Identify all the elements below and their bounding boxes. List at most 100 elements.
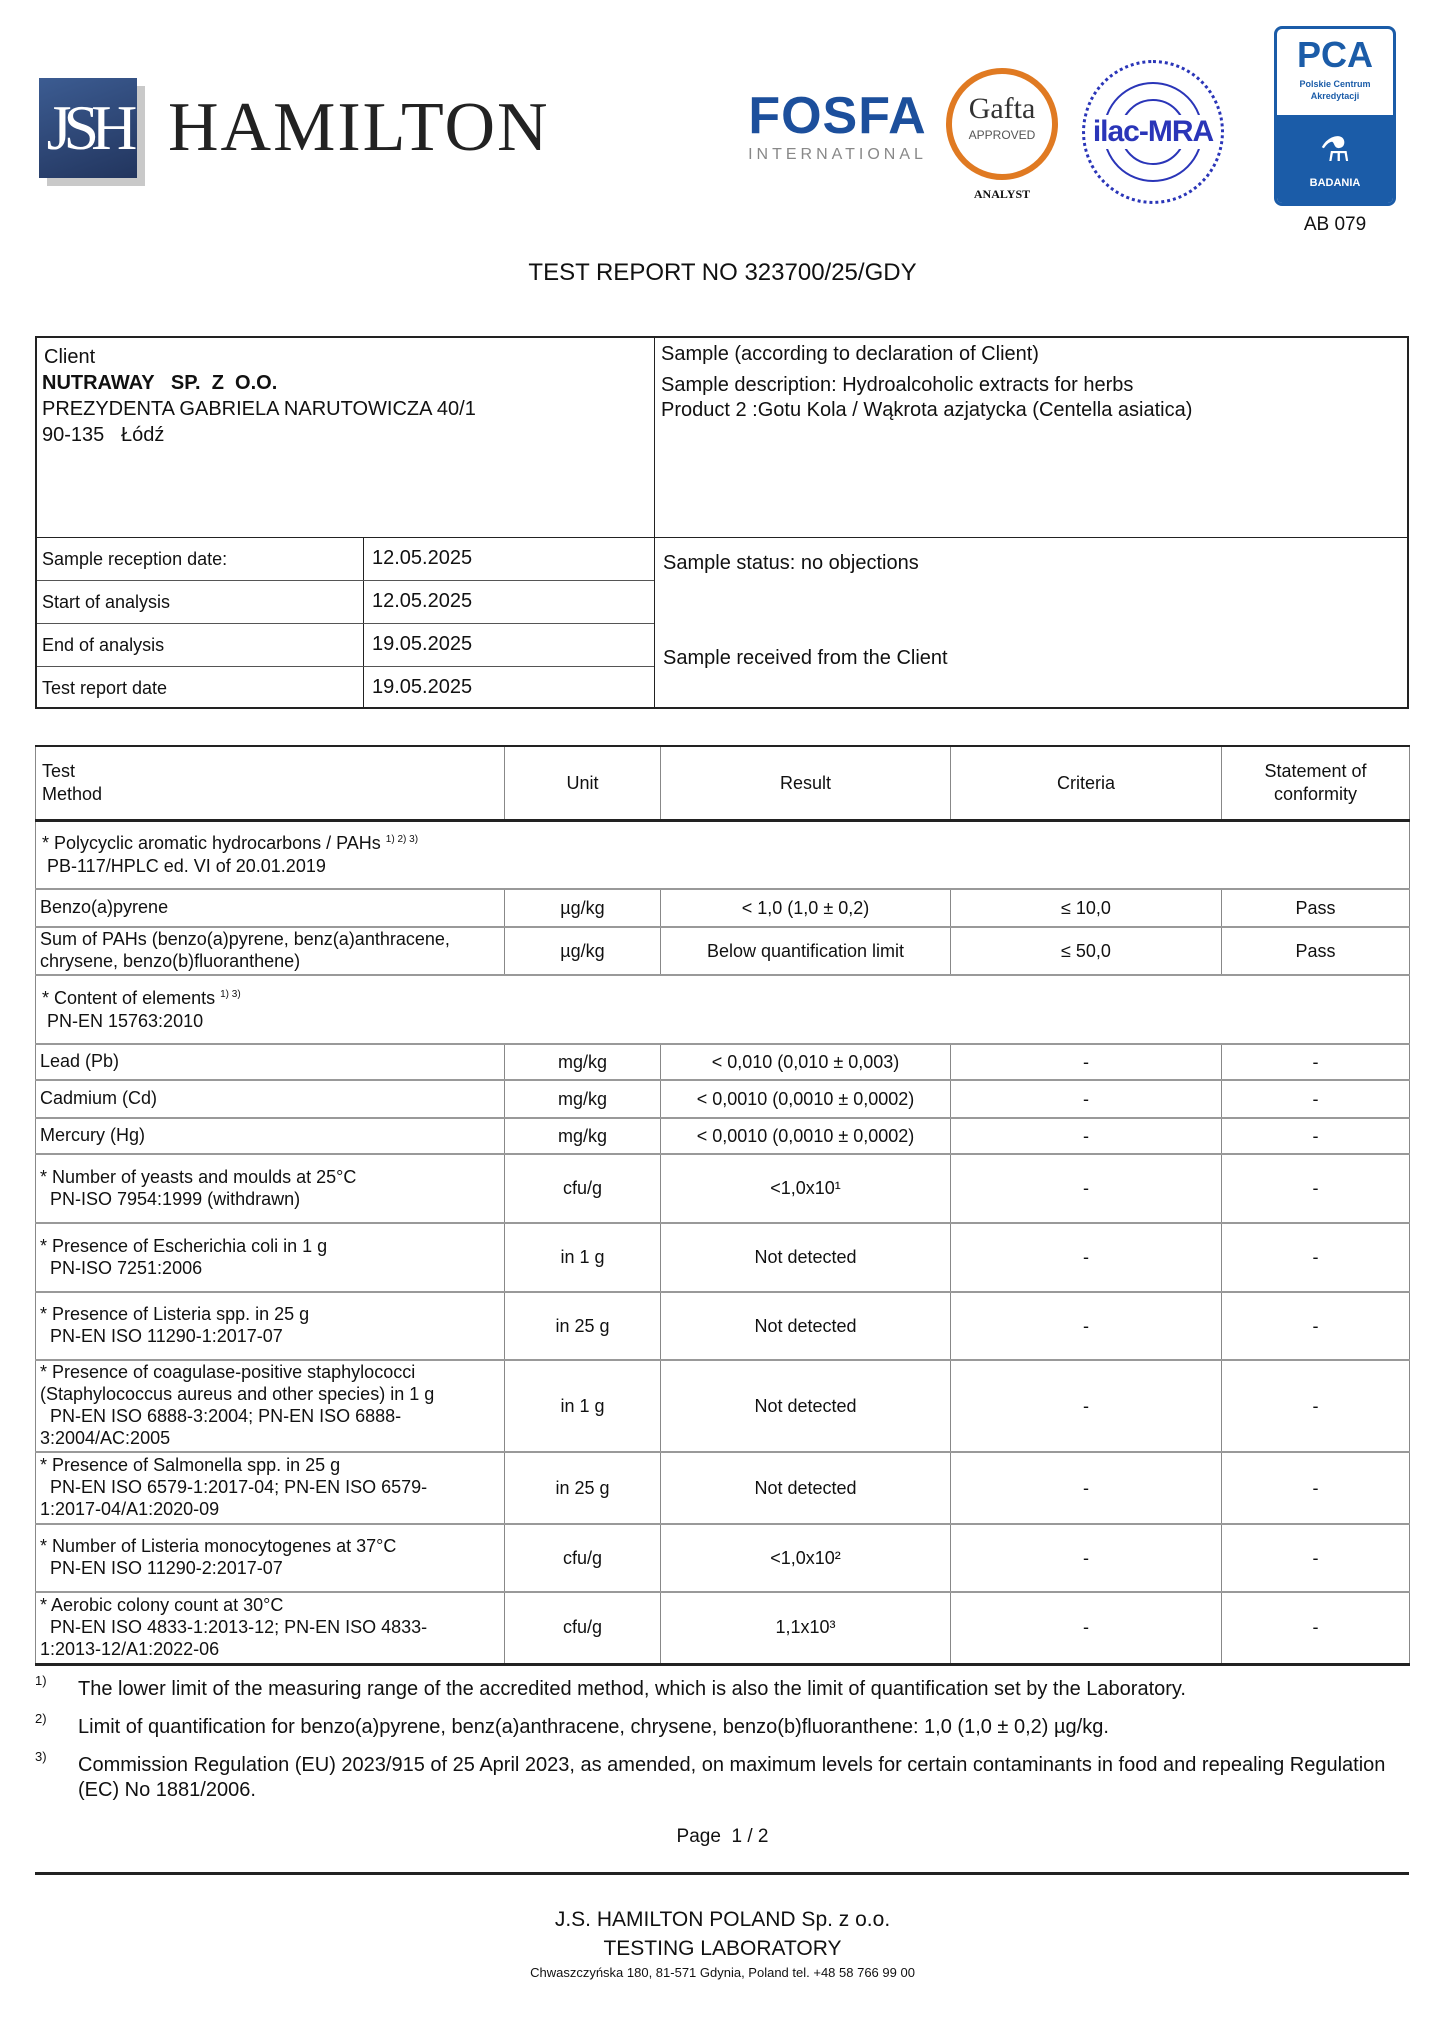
test-line: * Presence of Escherichia coli in 1 g — [40, 1235, 328, 1256]
test-line: 1:2013-12/A1:2022-06 — [40, 1638, 220, 1659]
cell-unit: mg/kg — [504, 1080, 661, 1119]
cell-conformity: - — [1221, 1118, 1410, 1155]
date-value: 12.05.2025 — [372, 547, 473, 569]
pca-badania: BADANIA — [1309, 177, 1361, 189]
test-line: Sum of PAHs (benzo(a)pyrene, benz(a)anth… — [40, 929, 450, 950]
date-value: 19.05.2025 — [372, 676, 473, 698]
test-name: Mercury (Hg) — [35, 1118, 505, 1155]
cell-conformity: - — [1221, 1044, 1410, 1081]
group-title: * Content of elements 1) 3) PN-EN 15763:2… — [35, 975, 1410, 1045]
client-name: NUTRAWAY SP. Z O.O. — [42, 372, 278, 394]
cell-criteria: - — [950, 1223, 1222, 1293]
cell-unit: in 25 g — [504, 1452, 661, 1525]
sample-description: Sample description: Hydroalcoholic extra… — [661, 374, 1134, 396]
cell-result: < 0,0010 (0,0010 ± 0,0002) — [660, 1080, 951, 1119]
fosfa-sub: INTERNATIONAL — [748, 146, 927, 163]
footnote: 3) Commission Regulation (EU) 2023/915 of… — [35, 1749, 1386, 1801]
test-name: Benzo(a)pyrene — [35, 889, 505, 928]
cell-conformity: Pass — [1221, 927, 1410, 976]
footnotes: 1) The lower limit of the measuring range… — [35, 1673, 1409, 1816]
pca-name: PCA — [1296, 34, 1373, 75]
test-name: Lead (Pb) — [35, 1044, 505, 1081]
test-line: * Aerobic colony count at 30°C — [40, 1594, 284, 1615]
test-line: 3:2004/AC:2005 — [40, 1427, 171, 1448]
client-address-line2: 90-135 Łódź — [42, 424, 165, 446]
header-conformity: Statement of conformity — [1221, 745, 1410, 822]
test-line: chrysene, benzo(b)fluoranthene) — [40, 951, 301, 971]
pca-sub2: Akredytacji — [1310, 90, 1360, 101]
hamilton-logo-monogram: JSH — [39, 78, 137, 178]
table-group-row: * Content of elements 1) 3) PN-EN 15763:2… — [35, 975, 1410, 1045]
cell-unit: cfu/g — [504, 1592, 661, 1666]
cell-criteria: - — [950, 1452, 1222, 1525]
gafta-analyst: ANALYST — [973, 187, 1031, 201]
test-name: * Presence of coagulase-positive staphyl… — [35, 1360, 505, 1453]
date-label: Test report date — [42, 678, 168, 698]
cell-conformity: - — [1221, 1592, 1410, 1666]
cell-criteria: ≤ 50,0 — [950, 927, 1222, 976]
cell-criteria: - — [950, 1080, 1222, 1119]
fosfa-logo: FOSFA INTERNATIONAL — [745, 90, 930, 164]
test-line: PN-EN ISO 6579-1:2017-04; PN-EN ISO 6579… — [40, 1477, 428, 1498]
test-line: * Presence of Salmonella spp. in 25 g — [40, 1455, 341, 1476]
fosfa-name: FOSFA — [748, 87, 927, 145]
test-line: Cadmium (Cd) — [40, 1088, 158, 1109]
test-name: * Presence of Escherichia coli in 1 g PN… — [35, 1223, 505, 1293]
group-name: * Polycyclic aromatic hydrocarbons / PAH… — [42, 833, 381, 854]
test-line: * Number of Listeria monocytogenes at 37… — [40, 1536, 397, 1557]
cell-criteria: - — [950, 1044, 1222, 1081]
hamilton-logo-text: HAMILTON — [168, 89, 550, 166]
date-value: 12.05.2025 — [372, 590, 473, 612]
cell-result: < 1,0 (1,0 ± 0,2) — [660, 889, 951, 928]
test-line: * Presence of coagulase-positive staphyl… — [40, 1362, 416, 1383]
table-row: * Number of yeasts and moulds at 25°C PN… — [35, 1154, 1410, 1224]
cell-result: <1,0x10² — [660, 1524, 951, 1593]
cell-unit: µg/kg — [504, 927, 661, 976]
group-name: * Content of elements — [42, 988, 216, 1008]
pca-logo: PCA Polskie Centrum Akredytacji ⚗ BADANIA — [1274, 26, 1396, 206]
test-name: * Presence of Listeria spp. in 25 g PN-E… — [35, 1292, 505, 1361]
ilac-text: ilac-MRA — [1092, 115, 1214, 149]
cell-unit: mg/kg — [504, 1118, 661, 1155]
pca-sub1: Polskie Centrum — [1299, 79, 1371, 89]
footnote: 1) The lower limit of the measuring range… — [35, 1673, 1186, 1700]
cell-criteria: - — [950, 1524, 1222, 1593]
sample-heading: Sample (according to declaration of Clie… — [661, 343, 1039, 365]
cell-result: Not detected — [660, 1292, 951, 1361]
header-result: Result — [660, 745, 951, 822]
test-name: * Aerobic colony count at 30°C PN-EN ISO… — [35, 1592, 505, 1666]
cell-criteria: - — [950, 1154, 1222, 1224]
gafta-logo: Gafta APPROVED — [946, 68, 1058, 180]
date-value: 19.05.2025 — [372, 633, 473, 655]
test-line: (Staphylococcus aureus and other species… — [40, 1384, 435, 1405]
table-row: * Presence of Salmonella spp. in 25 g PN… — [35, 1452, 1410, 1525]
sample-status: Sample status: no objections — [663, 552, 919, 574]
sample-received: Sample received from the Client — [663, 647, 948, 669]
test-line: * Presence of Listeria spp. in 25 g — [40, 1304, 310, 1325]
group-title: * Polycyclic aromatic hydrocarbons / PAH… — [35, 820, 1410, 890]
cell-result: Not detected — [660, 1360, 951, 1453]
test-line: PN-EN ISO 11290-2:2017-07 — [40, 1558, 283, 1578]
gafta-name: Gafta — [968, 92, 1036, 125]
cell-unit: in 1 g — [504, 1223, 661, 1293]
table-header-row: Test Method Unit Result Criteria Statemen… — [35, 745, 1410, 822]
cell-result: Below quantification limit — [660, 927, 951, 976]
results-table: Test Method Unit Result Criteria Statemen… — [35, 745, 1410, 1666]
test-line: * Number of yeasts and moulds at 25°C — [40, 1166, 357, 1187]
test-line: PN-EN ISO 6888-3:2004; PN-EN ISO 6888- — [40, 1406, 402, 1426]
cell-criteria: ≤ 10,0 — [950, 889, 1222, 928]
flask-icon: ⚗ — [1319, 131, 1351, 169]
table-group-row: * Polycyclic aromatic hydrocarbons / PAH… — [35, 820, 1410, 890]
test-line: Lead (Pb) — [40, 1051, 120, 1072]
cell-result: Not detected — [660, 1223, 951, 1293]
date-label: Start of analysis — [42, 592, 171, 612]
sample-product: Product 2 :Gotu Kola / Wąkrota azjatycka… — [661, 399, 1193, 421]
cell-result: < 0,010 (0,010 ± 0,003) — [660, 1044, 951, 1081]
test-name: * Number of yeasts and moulds at 25°C PN… — [35, 1154, 505, 1224]
gafta-approved: APPROVED — [968, 128, 1036, 142]
cell-result: 1,1x10³ — [660, 1592, 951, 1666]
header-criteria: Criteria — [950, 745, 1222, 822]
table-row: Mercury (Hg) mg/kg < 0,0010 (0,0010 ± 0,00… — [35, 1118, 1410, 1155]
header-test-method: Test Method — [35, 745, 505, 822]
test-name: Sum of PAHs (benzo(a)pyrene, benz(a)anth… — [35, 927, 505, 976]
